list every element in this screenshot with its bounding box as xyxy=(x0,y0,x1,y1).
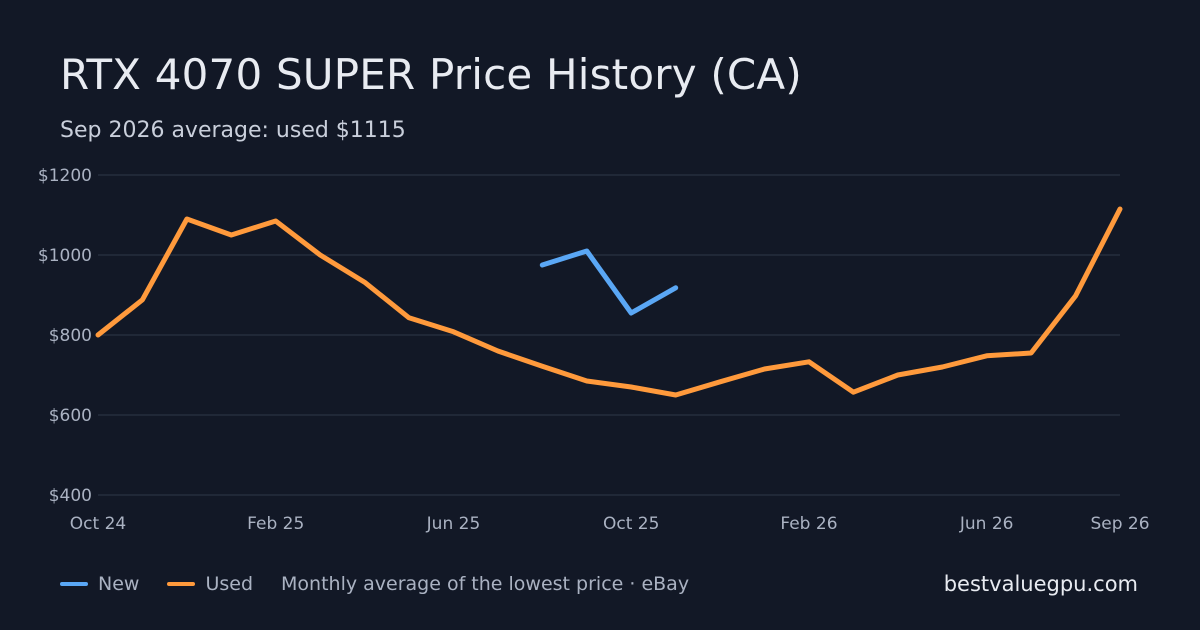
x-tick-label: Feb 25 xyxy=(247,514,304,534)
y-tick-label: $600 xyxy=(49,406,92,426)
y-tick-label: $1000 xyxy=(38,246,92,266)
legend-swatch-used xyxy=(167,582,196,586)
legend-label-used: Used xyxy=(205,573,254,595)
series-line-used xyxy=(95,206,1123,398)
chart-title: RTX 4070 SUPER Price History (CA) xyxy=(60,50,802,99)
source-note: Monthly average of the lowest price · eB… xyxy=(281,573,690,595)
legend-item-new: New xyxy=(60,573,139,595)
brand-link[interactable]: bestvaluegpu.com xyxy=(943,572,1138,596)
series-lines xyxy=(95,206,1123,398)
grid-lines xyxy=(98,174,1120,496)
x-tick-label: Sep 26 xyxy=(1090,514,1149,534)
y-tick-label: $1200 xyxy=(38,166,92,186)
y-tick-label: $400 xyxy=(49,486,92,506)
legend-label-new: New xyxy=(98,573,140,595)
x-tick-label: Oct 24 xyxy=(70,514,126,534)
x-tick-label: Oct 25 xyxy=(603,514,659,534)
y-tick-label: $800 xyxy=(49,326,92,346)
x-tick-label: Jun 25 xyxy=(426,514,481,534)
legend-item-used: Used xyxy=(167,573,253,595)
y-axis-ticks: $400 $600 $800 $1000 $1200 xyxy=(38,166,92,506)
chart-subtitle: Sep 2026 average: used $1115 xyxy=(60,118,406,143)
x-axis-ticks: Oct 24 Feb 25 Jun 25 Oct 25 Feb 26 Jun 26 Sep … xyxy=(70,514,1150,534)
x-tick-label: Jun 26 xyxy=(959,514,1014,534)
series-line-new xyxy=(539,248,679,316)
x-tick-label: Feb 26 xyxy=(780,514,837,534)
legend-swatch-new xyxy=(60,582,88,586)
legend: New Used Monthly average of the lowest p… xyxy=(60,573,689,595)
